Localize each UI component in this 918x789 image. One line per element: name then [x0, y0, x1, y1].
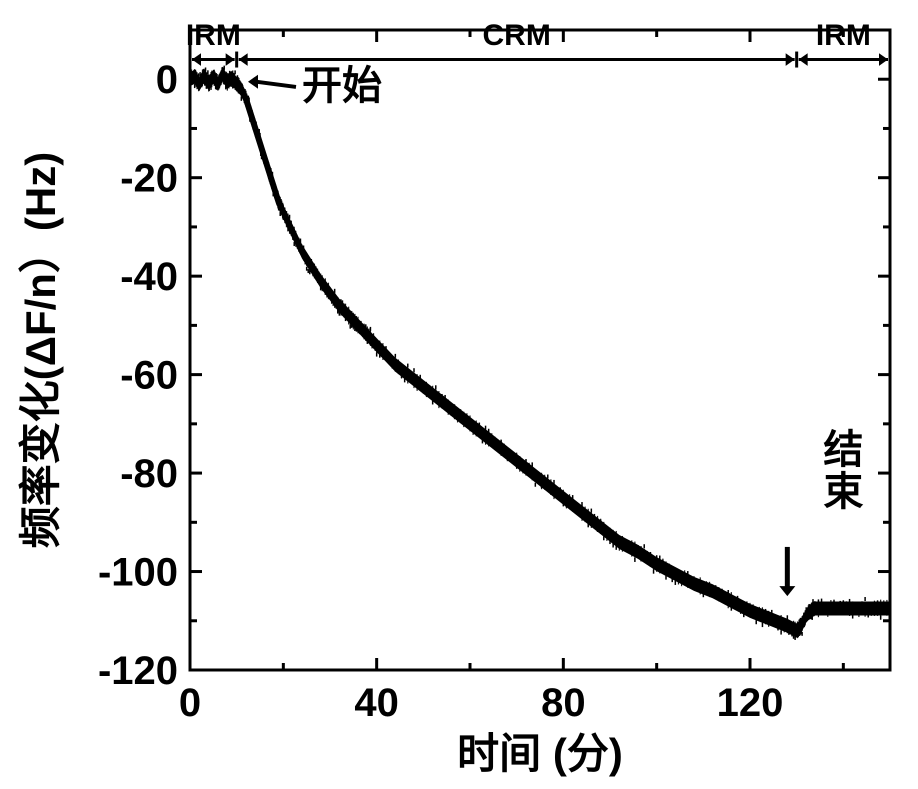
svg-text:-120: -120	[98, 649, 178, 693]
svg-text:-60: -60	[120, 354, 178, 398]
svg-text:80: 80	[541, 681, 586, 725]
y-axis-label: 频率变化(ΔF/n）(Hz)	[17, 152, 64, 548]
svg-text:40: 40	[354, 681, 399, 725]
annotation-end-char-0: 结	[823, 428, 863, 472]
region-label-irm-0: IRM	[186, 19, 241, 52]
annotation-end-char-1: 束	[823, 470, 863, 514]
svg-text:-20: -20	[120, 157, 178, 201]
x-axis-label: 时间 (分)	[457, 730, 623, 777]
frequency-chart: 0 40 80 120 -120 -100 -80 -60 -40 -20 0 时间 (分) 频率变化(…	[0, 0, 918, 789]
region-label-irm-2: IRM	[816, 19, 871, 52]
svg-text:-40: -40	[120, 255, 178, 299]
svg-text:120: 120	[717, 681, 784, 725]
svg-text:0: 0	[156, 58, 178, 102]
svg-text:-80: -80	[120, 452, 178, 496]
svg-text:0: 0	[179, 681, 201, 725]
annotation-start: 开始	[302, 64, 382, 108]
region-label-crm-1: CRM	[483, 19, 551, 52]
svg-text:-100: -100	[98, 551, 178, 595]
